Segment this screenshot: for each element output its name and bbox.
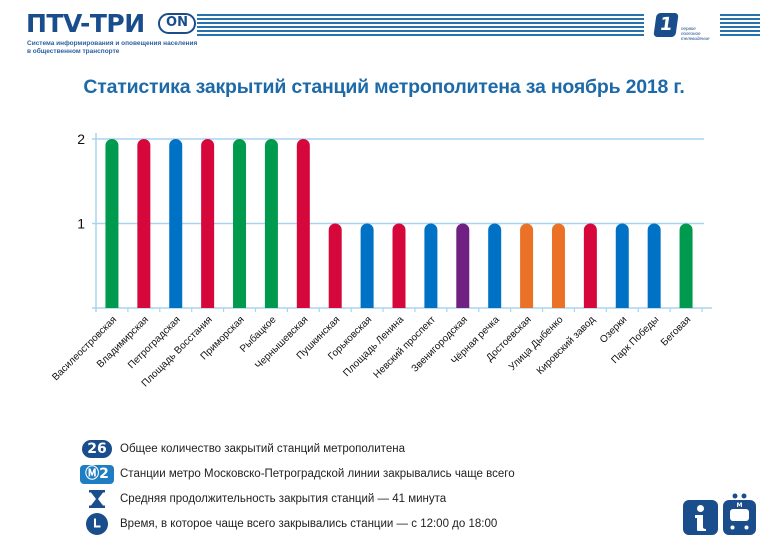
brand-text: первое полезное телевидение	[681, 26, 710, 41]
metro-letter: M	[737, 502, 743, 509]
header-stripes-right	[720, 14, 760, 36]
x-tick-label: Улица Дыбенко	[506, 313, 566, 373]
metro-train-icon: M	[723, 496, 756, 535]
bar	[392, 223, 406, 308]
logo-subtitle-line-1: Система информирования и оповещения насе…	[27, 40, 198, 47]
x-tick-label: Озерки	[598, 314, 629, 345]
bar	[615, 223, 629, 308]
header-stripes-left	[197, 14, 644, 36]
bar	[201, 139, 215, 308]
brand-logo-icon: 1	[653, 13, 679, 37]
bar	[583, 223, 597, 308]
bar-chart: 1 2 Василеостровская Владимирская Петроградс…	[0, 120, 768, 420]
logo-subtitle: Система информирования и оповещения насе…	[27, 40, 197, 56]
clock-icon	[86, 513, 108, 535]
bar	[105, 139, 119, 308]
logo-subtitle-line-2: в общественном транспорте	[27, 48, 120, 55]
logo-on-badge: ON	[158, 13, 196, 34]
bar	[456, 223, 470, 308]
hourglass-icon	[89, 490, 105, 508]
legend-text: Общее количество закрытий станций метроп…	[120, 443, 405, 455]
bar	[169, 139, 183, 308]
metro-antenna-icon	[732, 493, 747, 499]
bar	[679, 223, 693, 308]
legend-text: Средняя продолжительность закрытия станц…	[120, 493, 447, 505]
bar	[424, 223, 438, 308]
bar	[488, 223, 502, 308]
header: ПТV-ТРИ ON Система информирования и опов…	[0, 0, 768, 60]
bar	[647, 223, 661, 308]
legend-text: Станции метро Московско-Петроградской ли…	[120, 468, 515, 480]
chart-title: Статистика закрытий станций метрополитен…	[83, 76, 685, 98]
bar	[328, 223, 342, 308]
y-tick-label: 1	[77, 216, 85, 232]
count-badge: 26	[82, 440, 112, 458]
x-tick-label: Кировский завод	[535, 314, 598, 377]
y-tick-label: 2	[77, 131, 85, 147]
bar	[233, 139, 247, 308]
bar	[551, 223, 565, 308]
x-tick-label: Звенигородская	[410, 314, 470, 374]
bar	[264, 139, 278, 308]
bar	[137, 139, 151, 308]
info-icon	[683, 500, 718, 535]
bar	[520, 223, 534, 308]
x-tick-label: Беговая	[659, 314, 693, 348]
legend-text: Время, в которое чаще всего закрывались …	[120, 518, 498, 530]
logo-text: ПТV-ТРИ	[26, 9, 145, 38]
metro-line-badge: Ⓜ2	[80, 465, 114, 484]
bar	[360, 223, 374, 308]
bar	[296, 139, 310, 308]
chart-svg: 12ВасилеостровскаяВладимирскаяПетроградс…	[50, 131, 712, 389]
